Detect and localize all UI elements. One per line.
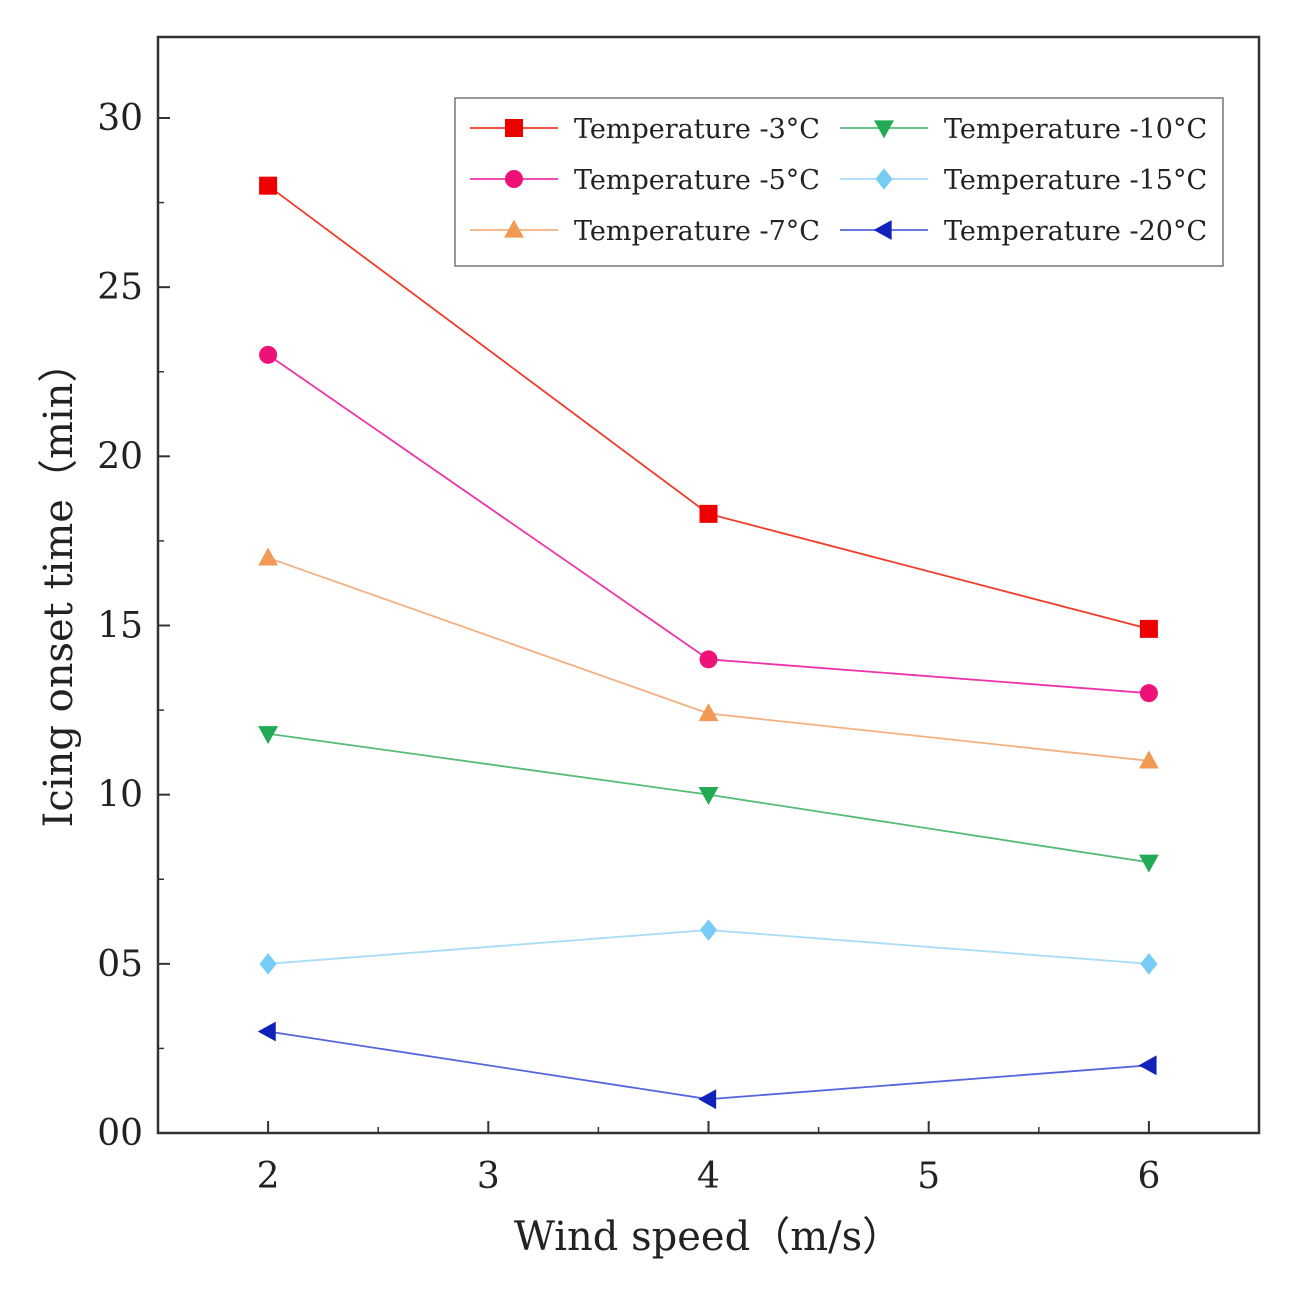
series-6	[257, 1021, 1157, 1110]
series-layer	[257, 176, 1159, 1110]
x-tick-label: 6	[1137, 1156, 1160, 1197]
legend-box	[454, 97, 1224, 267]
y-tick-label: 05	[97, 944, 143, 985]
data-point-triangle-down	[874, 120, 894, 139]
series-5	[259, 919, 1158, 975]
legend-item: Temperature -3°C	[470, 114, 820, 145]
legend-item: Temperature -15°C	[840, 165, 1207, 196]
data-point-circle	[699, 650, 718, 669]
data-point-circle	[505, 170, 523, 188]
data-point-diamond	[875, 168, 893, 190]
series-line	[267, 1030, 1149, 1101]
legend-item: Temperature -5°C	[470, 165, 820, 196]
legend-label: Temperature -5°C	[574, 165, 820, 196]
data-point-diamond	[699, 919, 718, 941]
data-point-triangle-up	[504, 219, 524, 238]
y-tick-label: 30	[97, 98, 143, 139]
data-point-triangle-down	[258, 726, 278, 745]
data-point-diamond	[1140, 953, 1158, 975]
data-point-square	[1139, 619, 1158, 638]
legend-item: Temperature -20°C	[840, 216, 1207, 247]
data-point-triangle-down	[1139, 854, 1159, 873]
data-point-triangle-up	[258, 547, 278, 566]
data-point-circle	[259, 345, 278, 364]
y-tick-label: 10	[97, 775, 143, 816]
legend-label: Temperature -10°C	[944, 114, 1207, 145]
data-point-triangle-left	[873, 220, 892, 240]
data-point-square	[699, 504, 718, 523]
legend-item: Temperature -10°C	[840, 114, 1207, 145]
data-point-triangle-left	[698, 1089, 717, 1110]
legend-label: Temperature -20°C	[944, 216, 1207, 247]
x-axis-title: Wind speed（m/s）	[514, 1214, 902, 1260]
data-point-triangle-left	[257, 1021, 276, 1042]
y-axis-title: Icing onset time（min）	[36, 343, 82, 828]
data-point-square	[505, 119, 523, 137]
y-tick-label: 15	[97, 606, 143, 647]
series-3	[258, 547, 1159, 769]
data-point-triangle-left	[1138, 1055, 1157, 1076]
series-2	[259, 345, 1158, 703]
legend-label: Temperature -7°C	[574, 216, 820, 247]
legend-label: Temperature -3°C	[574, 114, 820, 145]
y-tick-label: 00	[97, 1113, 143, 1154]
data-point-square	[259, 176, 278, 195]
data-point-circle	[1139, 684, 1158, 703]
series-1	[259, 176, 1158, 638]
series-4	[258, 726, 1159, 873]
y-tick-label: 25	[97, 267, 143, 308]
legend-item: Temperature -7°C	[470, 216, 820, 247]
data-point-diamond	[259, 953, 277, 975]
x-tick-label: 5	[917, 1156, 940, 1197]
data-point-triangle-up	[1139, 750, 1159, 769]
legend: Temperature -3°C Temperature -5°C Temperat…	[454, 97, 1224, 267]
legend-label: Temperature -15°C	[944, 165, 1207, 196]
data-point-triangle-down	[698, 787, 719, 806]
x-tick-label: 2	[257, 1156, 280, 1197]
x-tick-label: 3	[477, 1156, 500, 1197]
series-line	[267, 354, 1149, 695]
axes: 2 3 4 5 6 00 05 10 15 20 25 30	[97, 98, 1160, 1197]
x-tick-label: 4	[697, 1156, 720, 1197]
y-tick-label: 20	[97, 436, 143, 477]
data-point-triangle-up	[698, 703, 719, 722]
